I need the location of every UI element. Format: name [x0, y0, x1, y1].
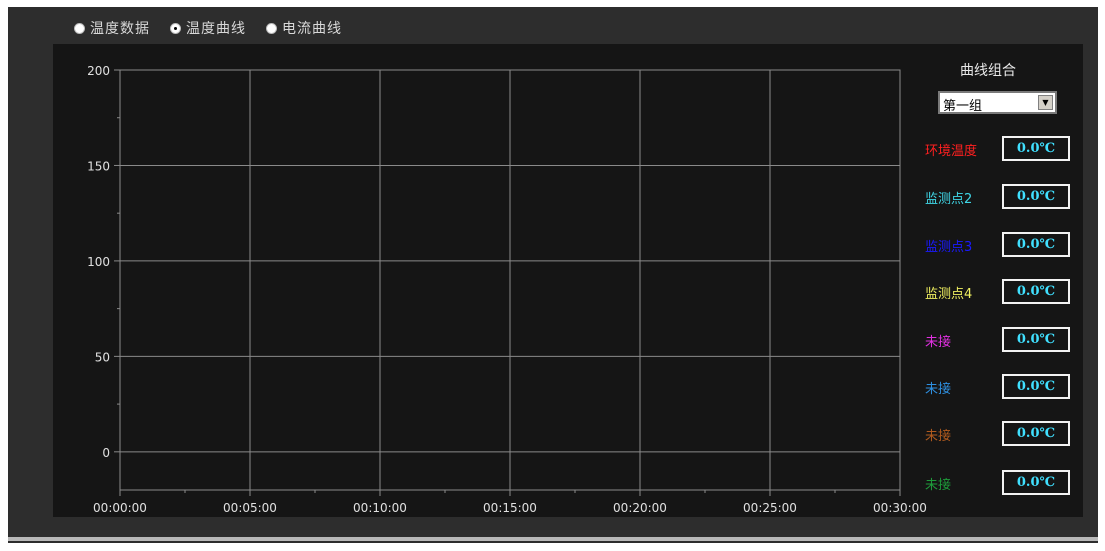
x-tick-label: 00:00:00	[93, 501, 147, 515]
x-tick-label: 00:15:00	[483, 501, 537, 515]
channel-value: 0.0℃	[1002, 136, 1070, 161]
channel-value: 0.0℃	[1002, 184, 1070, 209]
y-tick-label: 150	[87, 159, 110, 173]
tab-temperature-data[interactable]: 温度数据	[74, 18, 150, 38]
channel-row: 监测点3 0.0℃	[925, 232, 1075, 258]
tab-label: 电流曲线	[282, 21, 342, 37]
channel-row: 未接 0.0℃	[925, 421, 1075, 447]
channel-label: 监测点3	[925, 240, 973, 255]
y-tick-label: 0	[102, 446, 110, 460]
radio-selected-icon[interactable]	[170, 22, 181, 34]
x-tick-label: 00:30:00	[873, 501, 927, 515]
channel-row: 未接 0.0℃	[925, 470, 1075, 496]
channel-value: 0.0℃	[1002, 232, 1070, 257]
frame-bottom-edge	[8, 537, 1098, 541]
channel-row: 监测点2 0.0℃	[925, 184, 1075, 210]
y-tick-label: 200	[87, 64, 110, 78]
channel-row: 未接 0.0℃	[925, 327, 1075, 353]
channel-value: 0.0℃	[1002, 421, 1070, 446]
y-tick-label: 50	[95, 350, 110, 364]
channel-label: 未接	[925, 429, 952, 444]
tab-label: 温度曲线	[186, 21, 246, 37]
channel-label: 未接	[925, 478, 952, 493]
channel-label: 未接	[925, 382, 952, 397]
y-tick-label: 100	[87, 255, 110, 269]
channel-value: 0.0℃	[1002, 470, 1070, 495]
plot-panel	[53, 44, 1083, 517]
channel-value: 0.0℃	[1002, 374, 1070, 399]
x-tick-label: 00:10:00	[353, 501, 407, 515]
chevron-down-icon[interactable]: ▼	[1038, 95, 1053, 110]
x-tick-label: 00:05:00	[223, 501, 277, 515]
channel-row: 监测点4 0.0℃	[925, 279, 1075, 305]
radio-icon[interactable]	[74, 22, 85, 34]
tab-temperature-curve[interactable]: 温度曲线	[170, 18, 246, 38]
curve-group-select[interactable]: 第一组 ▼	[938, 91, 1057, 114]
channel-label: 未接	[925, 335, 952, 350]
radio-icon[interactable]	[266, 22, 277, 34]
channel-value: 0.0℃	[1002, 279, 1070, 304]
x-tick-label: 00:25:00	[743, 501, 797, 515]
channel-label: 环境温度	[925, 144, 978, 159]
view-tabs: 温度数据 温度曲线 电流曲线	[74, 15, 342, 41]
curve-group-title: 曲线组合	[960, 63, 1016, 79]
channel-value: 0.0℃	[1002, 327, 1070, 352]
channel-row: 未接 0.0℃	[925, 374, 1075, 400]
x-tick-label: 00:20:00	[613, 501, 667, 515]
tab-label: 温度数据	[90, 21, 150, 37]
channel-label: 监测点4	[925, 287, 973, 302]
channel-row: 环境温度 0.0℃	[925, 136, 1075, 162]
channel-label: 监测点2	[925, 192, 973, 207]
tab-current-curve[interactable]: 电流曲线	[266, 18, 342, 38]
curve-group-value: 第一组	[943, 99, 983, 114]
